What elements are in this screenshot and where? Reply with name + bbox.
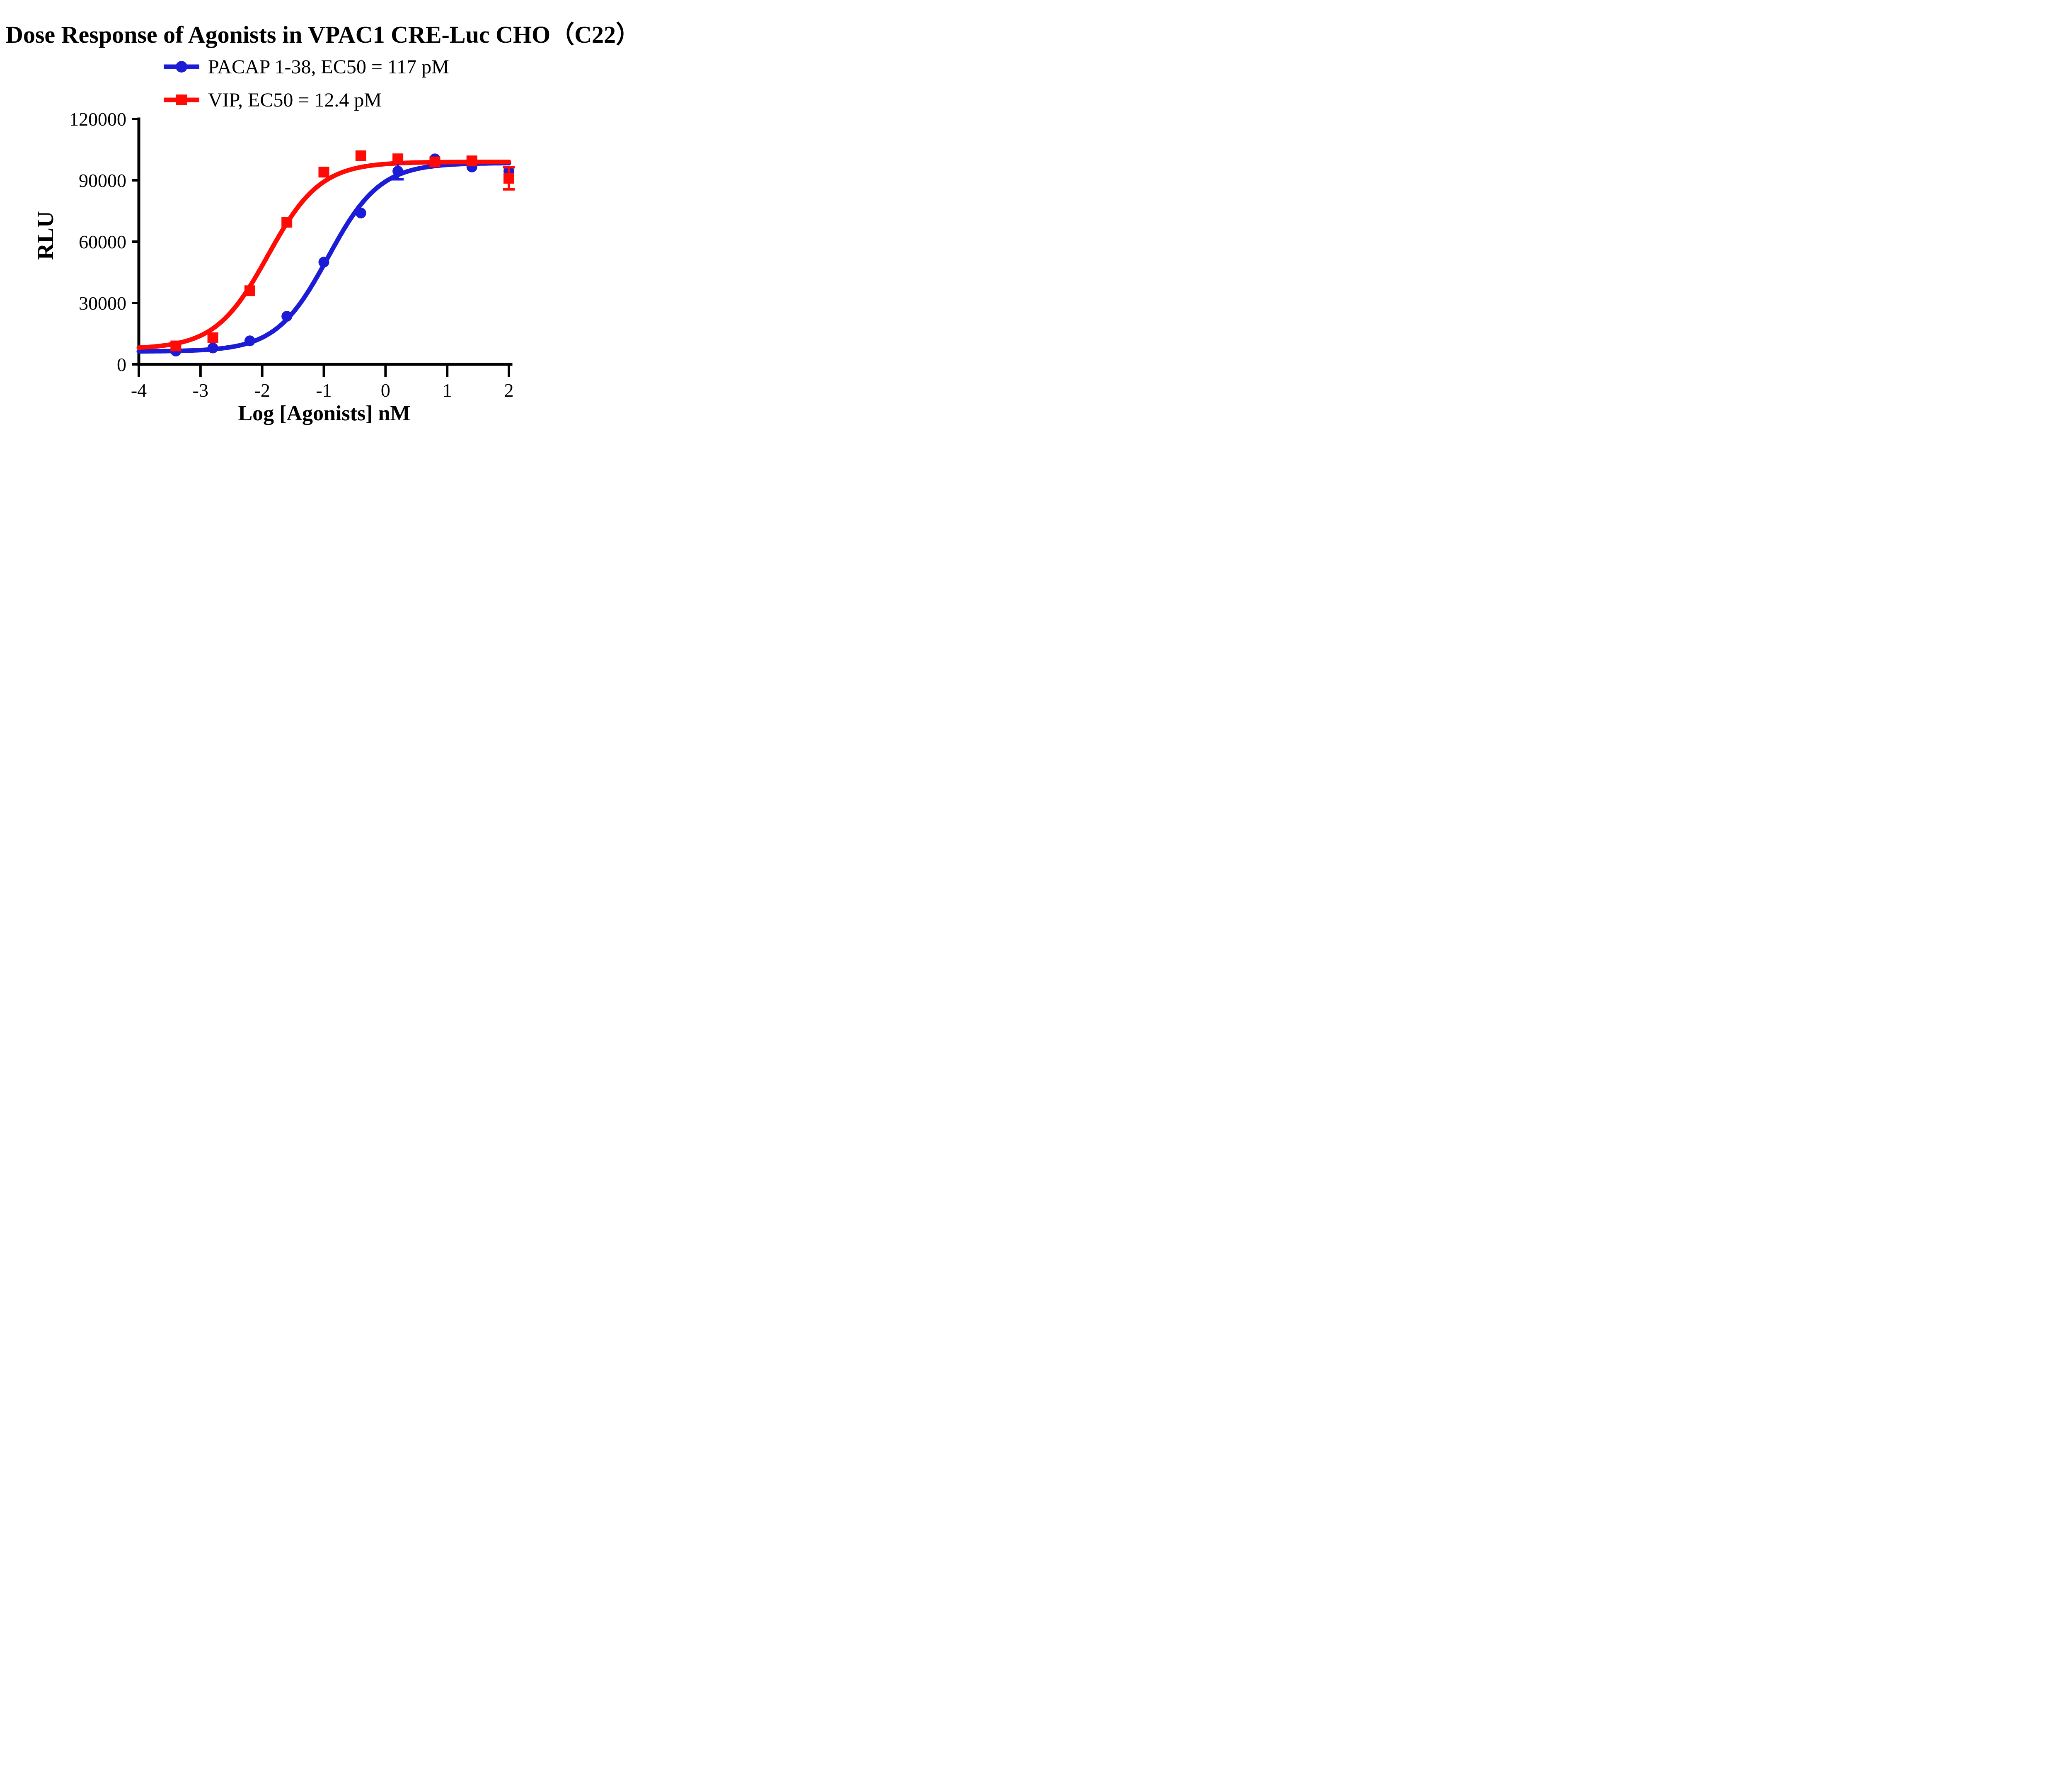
data-point-square xyxy=(392,153,404,165)
data-point-circle xyxy=(355,207,366,218)
data-point-square xyxy=(355,150,366,161)
data-point-square xyxy=(466,155,477,167)
vip-line-square-marker xyxy=(164,95,199,105)
series-vip xyxy=(170,150,515,351)
fit-curve-vip xyxy=(136,160,511,350)
data-point-square xyxy=(318,167,329,178)
x-tick-label: -3 xyxy=(193,380,208,401)
legend-label-pacap: PACAP 1-38, EC50 = 117 pM xyxy=(208,56,449,78)
y-tick-label: 60000 xyxy=(79,231,126,252)
data-point-circle xyxy=(392,165,404,177)
x-tick-label: 2 xyxy=(504,380,514,401)
y-tick-label: 0 xyxy=(117,354,126,375)
data-point-square xyxy=(207,332,218,343)
data-point-square xyxy=(429,156,441,167)
y-tick-label: 30000 xyxy=(79,293,126,314)
data-point-square xyxy=(503,173,514,184)
y-tick-label: 90000 xyxy=(79,170,126,191)
x-axis-title: Log [Agonists] nM xyxy=(238,402,411,425)
data-point-circle xyxy=(281,311,293,322)
x-tick-label: -2 xyxy=(254,380,270,401)
pacap-line-circle-marker xyxy=(164,61,199,73)
data-point-square xyxy=(281,217,293,228)
data-point-circle xyxy=(244,335,255,347)
legend-label-vip: VIP, EC50 = 12.4 pM xyxy=(208,89,382,111)
axes xyxy=(132,117,513,377)
legend: PACAP 1-38, EC50 = 117 pM VIP, EC50 = 12… xyxy=(162,53,449,119)
data-point-square xyxy=(170,340,182,351)
x-tick-label: -4 xyxy=(131,380,147,401)
figure: Dose Response of Agonists in VPAC1 CRE-L… xyxy=(0,0,646,446)
axis-lines xyxy=(137,117,513,366)
data-point-circle xyxy=(207,342,218,354)
plot-area: 0 30000 60000 90000 120000 -4 -3 -2 -1 0 1 2 xyxy=(69,109,515,401)
legend-item-vip: VIP, EC50 = 12.4 pM xyxy=(162,86,449,114)
x-tick-label: 1 xyxy=(443,380,452,401)
x-tick-label: -1 xyxy=(316,380,332,401)
tick-labels: 0 30000 60000 90000 120000 -4 -3 -2 -1 0 1 2 xyxy=(69,109,514,401)
x-tick-label: 0 xyxy=(381,380,390,401)
chart-title: Dose Response of Agonists in VPAC1 CRE-L… xyxy=(5,21,640,48)
series-pacap xyxy=(170,153,514,356)
data-point-square xyxy=(244,285,255,296)
legend-item-pacap: PACAP 1-38, EC50 = 117 pM xyxy=(162,53,449,80)
data-point-circle xyxy=(318,257,329,268)
y-tick-label: 120000 xyxy=(69,109,126,130)
